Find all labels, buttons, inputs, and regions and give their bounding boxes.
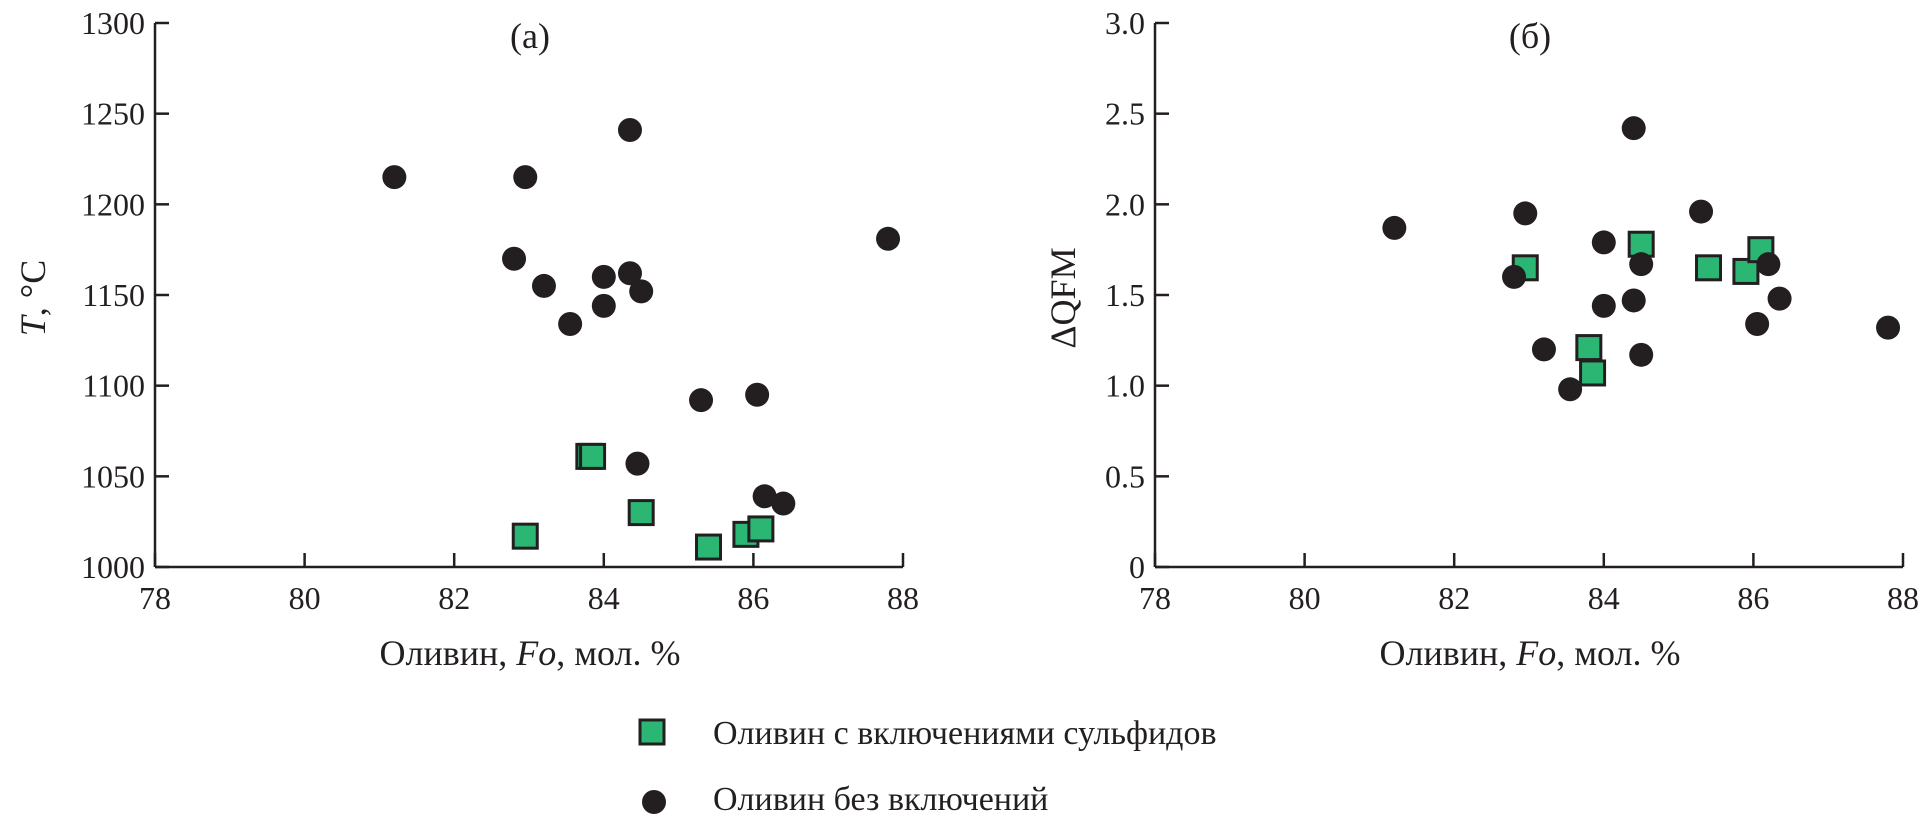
y-axis-title: ΔQFM: [1043, 247, 1083, 348]
sulfide-point: [1575, 334, 1603, 362]
y-tick-label: 3.0: [1105, 5, 1145, 41]
panel-label: (б): [1509, 16, 1551, 56]
legend-label-sulfide: Оливин с включениями сульфидов: [713, 715, 1217, 752]
plain-point: [1689, 199, 1714, 224]
y-tick-label: 2.5: [1105, 96, 1145, 132]
x-tick-label: 86: [1737, 580, 1769, 616]
plain-point: [625, 451, 650, 476]
plain-point: [1756, 252, 1781, 277]
plain-point: [1629, 342, 1654, 367]
axes-group: 78 80 82 84 86 88 1000 1050 1100 1150 1200 1250 1300: [81, 5, 919, 616]
legend-label-plain: Оливин без включений: [713, 781, 1048, 818]
plain-point: [1621, 116, 1646, 141]
plain-point: [1745, 312, 1770, 337]
sulfide-point: [1579, 359, 1607, 387]
plain-point: [1513, 201, 1538, 226]
x-tick-label: 84: [588, 580, 620, 616]
x-tick-label: 80: [289, 580, 321, 616]
plain-point: [591, 293, 616, 318]
y-tick-label: 0.5: [1105, 458, 1145, 494]
y-tick-label: 1.0: [1105, 368, 1145, 404]
x-tick-label: 86: [737, 580, 769, 616]
plain-point: [382, 165, 407, 190]
sulfide-point: [1695, 254, 1723, 282]
x-tick-label: 78: [1139, 580, 1171, 616]
sulfide-point: [1732, 257, 1760, 285]
plain-point: [617, 117, 642, 142]
y-tick-label: 0: [1129, 549, 1145, 585]
y-axis-title: T, °C: [13, 260, 53, 336]
plain-point: [1558, 377, 1583, 402]
y-tick-label: 1200: [81, 186, 145, 222]
x-tick-label: 88: [1887, 580, 1919, 616]
plain-point: [1382, 215, 1407, 240]
plain-point: [513, 165, 538, 190]
x-tick-label: 84: [1588, 580, 1620, 616]
axes-group: 78 80 82 84 86 88 0 0.5 1.0 1.5 2.0 2.5 3.0: [1105, 5, 1919, 616]
plain-point: [1531, 337, 1556, 362]
plain-point: [752, 484, 777, 509]
y-tick-label: 2.0: [1105, 186, 1145, 222]
plain-point: [876, 226, 901, 251]
legend: Оливин с включениями сульфидов Оливин бе…: [638, 715, 1217, 818]
plain-point: [1591, 230, 1616, 255]
y-tick-label: 1300: [81, 5, 145, 41]
y-tick-label: 1250: [81, 96, 145, 132]
plain-point: [745, 382, 770, 407]
x-tick-label: 82: [438, 580, 470, 616]
plain-point: [1591, 293, 1616, 318]
plain-point: [558, 312, 583, 337]
points-group: [1382, 116, 1901, 402]
y-tick-label: 1000: [81, 549, 145, 585]
plain-point: [502, 246, 527, 271]
plain-point: [629, 279, 654, 304]
plain-point: [591, 264, 616, 289]
panel-label: (а): [510, 16, 550, 56]
x-tick-label: 82: [1438, 580, 1470, 616]
sulfide-point: [579, 442, 607, 470]
plain-point: [1629, 252, 1654, 277]
x-tick-label: 78: [139, 580, 171, 616]
plain-point: [1876, 315, 1901, 340]
plain-point: [689, 388, 714, 413]
panel-a: (а) 78 80 82 84 86 88 1000 1050 1100 1150 1200 1250…: [13, 5, 919, 673]
plain-point: [771, 491, 796, 516]
y-tick-label: 1.5: [1105, 277, 1145, 313]
y-tick-label: 1100: [82, 368, 145, 404]
panel-b: (б) 78 80 82 84 86 88 0 0.5 1.0 1.5 2.0 2.5 3.0 Олив…: [1043, 5, 1919, 673]
legend-square-marker: [638, 718, 666, 746]
x-tick-label: 88: [887, 580, 919, 616]
sulfide-point: [627, 499, 655, 527]
plain-point: [531, 273, 556, 298]
plain-point: [1502, 264, 1527, 289]
plain-point: [1621, 288, 1646, 313]
sulfide-point: [511, 522, 539, 550]
x-axis-title: Оливин, Fo, мол. %: [379, 633, 680, 673]
points-group: [382, 117, 901, 561]
y-tick-label: 1050: [81, 458, 145, 494]
plain-point: [1767, 286, 1792, 311]
x-tick-label: 80: [1289, 580, 1321, 616]
y-tick-label: 1150: [82, 277, 145, 313]
x-axis-title: Оливин, Fo, мол. %: [1379, 633, 1680, 673]
plain-point: [617, 261, 642, 286]
sulfide-point: [695, 533, 723, 561]
legend-circle-marker: [642, 790, 666, 814]
sulfide-point: [747, 515, 775, 543]
